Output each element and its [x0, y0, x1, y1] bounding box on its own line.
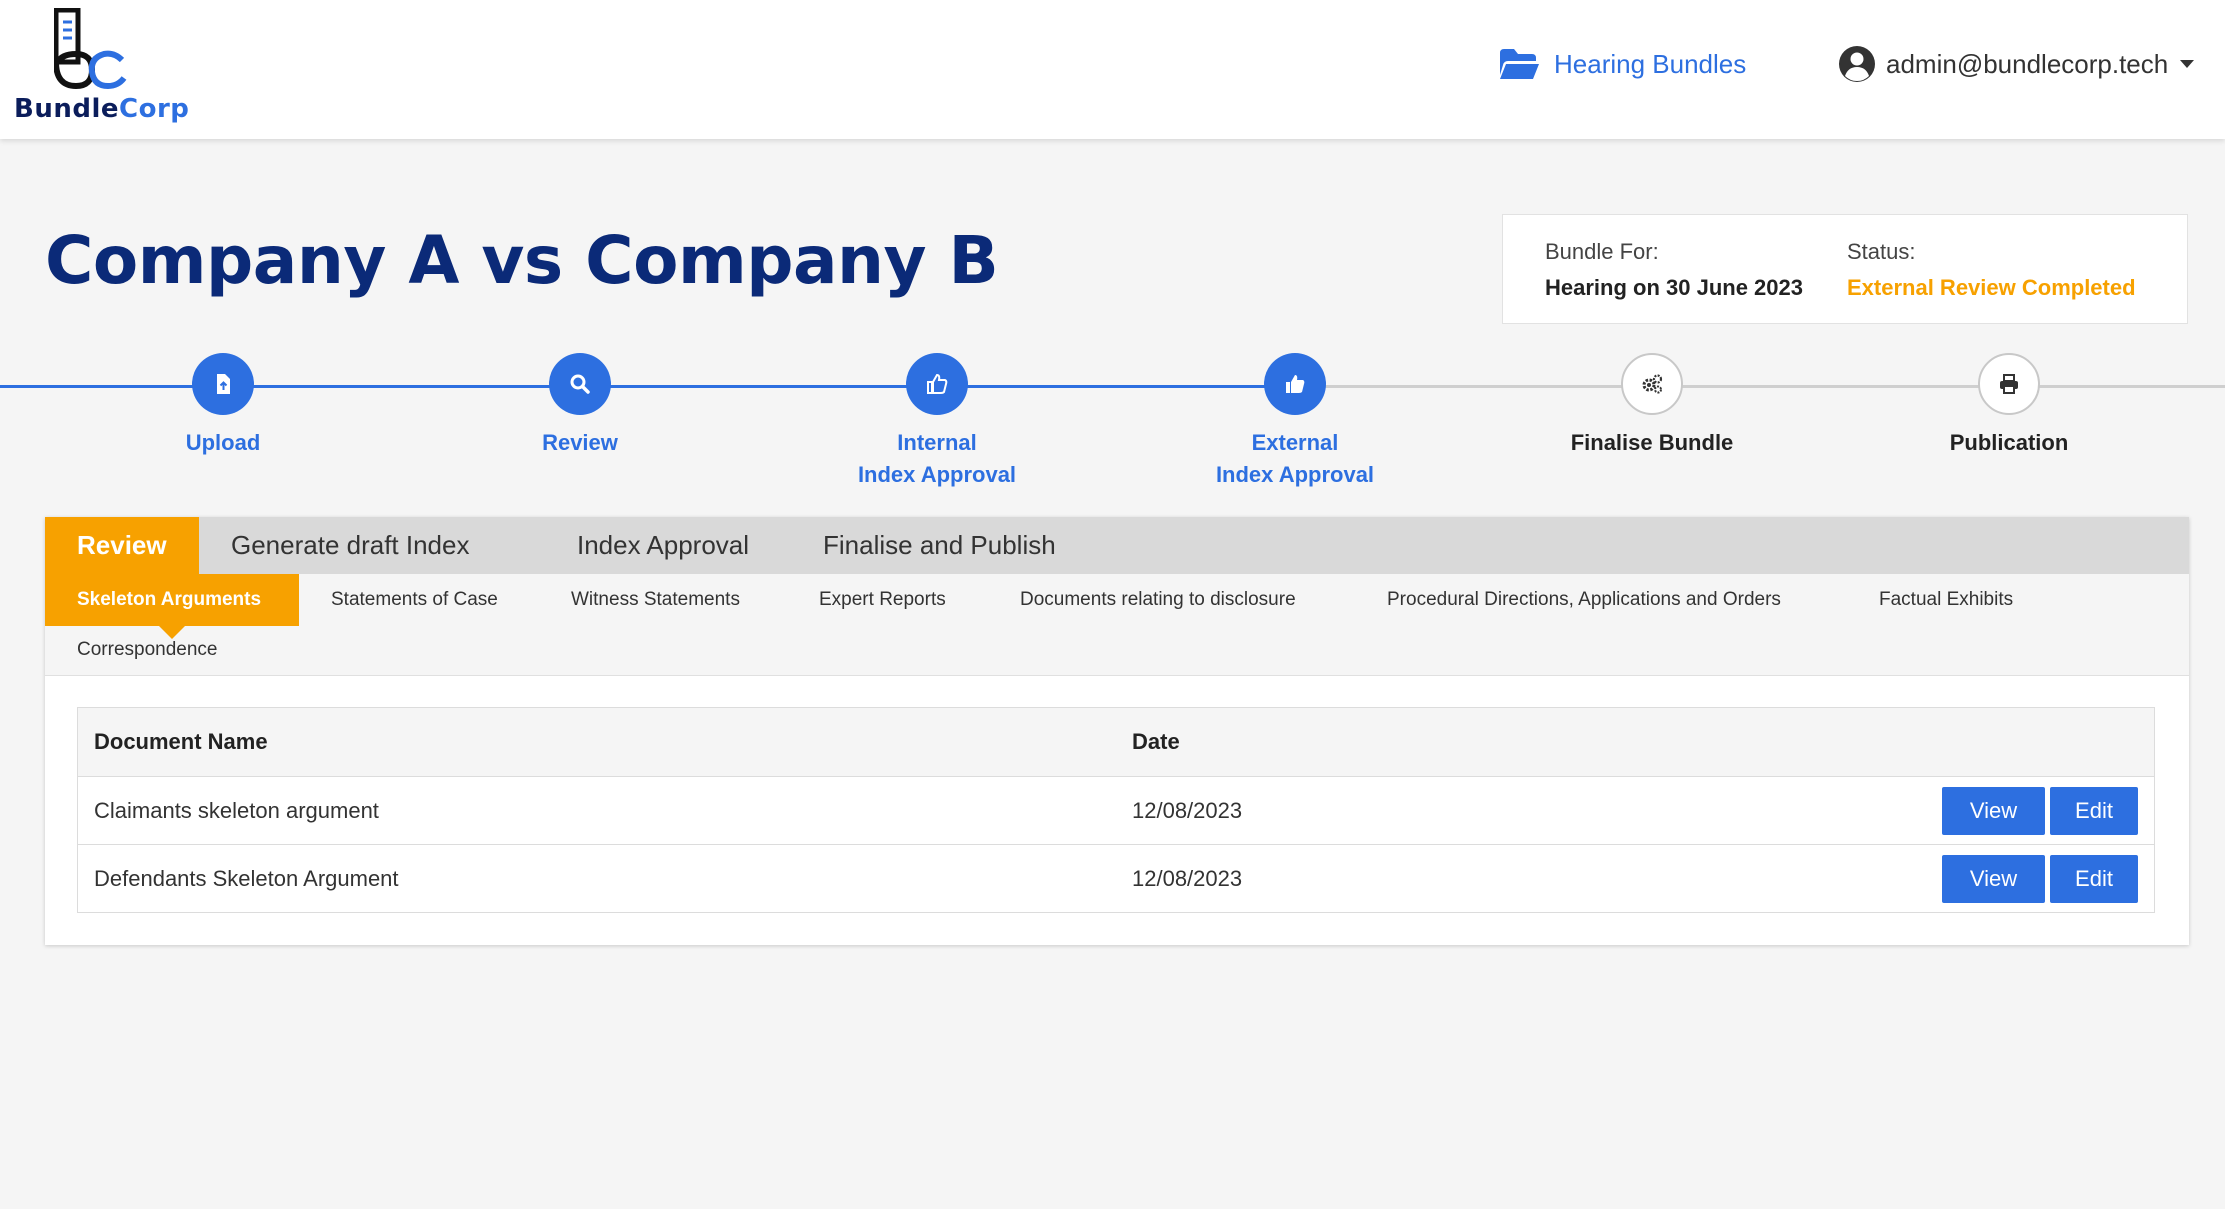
step-review-line1: Review: [542, 430, 618, 455]
view-button[interactable]: View: [1942, 855, 2045, 903]
table-row: Defendants Skeleton Argument 12/08/2023 …: [78, 844, 2154, 912]
document-date-cell: 12/08/2023: [1132, 798, 1243, 823]
logo-text-corp: Corp: [119, 94, 190, 124]
subtab-skeleton-arguments[interactable]: Skeleton Arguments: [45, 574, 299, 639]
user-circle-icon: [1839, 46, 1875, 82]
step-internal-line1: Internal: [897, 430, 977, 455]
view-button[interactable]: View: [1942, 787, 2045, 835]
document-name-cell: Claimants skeleton argument: [94, 798, 379, 823]
thumbs-up-icon: [906, 353, 968, 415]
table-header-row: Document Name Date: [78, 708, 2154, 776]
user-menu-dropdown[interactable]: admin@bundlecorp.tech: [1838, 44, 2195, 84]
edit-button[interactable]: Edit: [2050, 855, 2138, 903]
subtab-witness-statements[interactable]: Witness Statements: [571, 589, 740, 610]
step-upload[interactable]: Upload: [103, 353, 343, 459]
bundle-info-card: Bundle For: Hearing on 30 June 2023 Stat…: [1502, 214, 2188, 324]
step-review-label: Review: [460, 427, 700, 459]
table-row: Claimants skeleton argument 12/08/2023 V…: [78, 776, 2154, 844]
document-date-cell: 12/08/2023: [1132, 866, 1243, 891]
subtab-procedural-directions[interactable]: Procedural Directions, Applications and …: [1387, 589, 1781, 610]
search-icon: [549, 353, 611, 415]
step-publication-line1: Publication: [1949, 430, 2069, 455]
edit-button[interactable]: Edit: [2050, 787, 2138, 835]
page-title: Company A vs Company B: [45, 222, 999, 299]
status-value: External Review Completed: [1847, 275, 2136, 300]
document-name-cell: Defendants Skeleton Argument: [94, 866, 399, 891]
subtab-correspondence[interactable]: Correspondence: [77, 639, 218, 660]
status-label: Status:: [1847, 239, 1916, 264]
stepper-progress-line: [0, 385, 1295, 388]
step-upload-label: Upload: [103, 427, 343, 459]
step-external-label: External Index Approval: [1175, 427, 1415, 491]
logo-text: BundleCorp: [14, 94, 189, 124]
step-publication-label: Publication: [1889, 427, 2129, 459]
tab-index-approval[interactable]: Index Approval: [577, 530, 750, 560]
tab-finalise-and-publish[interactable]: Finalise and Publish: [823, 530, 1056, 560]
subtab-disclosure-documents[interactable]: Documents relating to disclosure: [1020, 589, 1296, 610]
stepper-remaining-line: [1295, 385, 2225, 388]
step-internal-index-approval[interactable]: Internal Index Approval: [817, 353, 1057, 491]
column-header-date: Date: [1132, 729, 1180, 754]
step-publication[interactable]: Publication: [1889, 353, 2129, 459]
step-external-line1: External: [1251, 430, 1339, 455]
step-finalise-label: Finalise Bundle: [1532, 427, 1772, 459]
documents-table: Document Name Date Claimants skeleton ar…: [77, 707, 2155, 913]
tab-review[interactable]: Review: [45, 517, 199, 574]
step-review[interactable]: Review: [460, 353, 700, 459]
subtab-statements-of-case[interactable]: Statements of Case: [331, 589, 498, 610]
status-column: Status: External Review Completed: [1847, 239, 2136, 301]
workflow-stepper: Upload Review Internal Index Approval Ext…: [0, 353, 2225, 493]
logo-mark-icon: [54, 8, 127, 90]
gears-icon: [1621, 353, 1683, 415]
bundlecorp-logo[interactable]: BundleCorp: [14, 8, 189, 128]
step-upload-line1: Upload: [185, 430, 261, 455]
step-external-index-approval[interactable]: External Index Approval: [1175, 353, 1415, 491]
hearing-bundles-link[interactable]: Hearing Bundles: [1498, 44, 1746, 84]
step-external-line2: Index Approval: [1215, 462, 1375, 487]
logo-text-bundle: Bundle: [14, 94, 119, 124]
bundle-for-label: Bundle For:: [1545, 239, 1659, 264]
user-email: admin@bundlecorp.tech: [1886, 48, 2169, 79]
print-icon: [1978, 353, 2040, 415]
bundle-review-panel: Review Generate draft Index Index Approv…: [45, 517, 2189, 945]
subtab-factual-exhibits[interactable]: Factual Exhibits: [1879, 589, 2014, 610]
step-internal-label: Internal Index Approval: [817, 427, 1057, 491]
top-navbar: BundleCorp Hearing Bundles admin@bundlec…: [0, 0, 2225, 139]
step-finalise-bundle[interactable]: Finalise Bundle: [1532, 353, 1772, 459]
step-internal-line2: Index Approval: [857, 462, 1017, 487]
column-header-document-name: Document Name: [94, 729, 268, 754]
bundle-for-column: Bundle For: Hearing on 30 June 2023: [1545, 239, 1803, 301]
thumbs-up-icon: [1264, 353, 1326, 415]
hearing-bundles-label: Hearing Bundles: [1554, 48, 1747, 79]
upload-file-icon: [192, 353, 254, 415]
step-finalise-line1: Finalise Bundle: [1570, 430, 1734, 455]
folder-open-icon: [1500, 49, 1539, 79]
bundle-for-value: Hearing on 30 June 2023: [1545, 275, 1803, 300]
subtab-expert-reports[interactable]: Expert Reports: [819, 589, 946, 610]
caret-down-icon: [2180, 60, 2195, 68]
main-tabs: Review Generate draft Index Index Approv…: [45, 517, 2189, 574]
document-category-tabs: Skeleton Arguments Statements of Case Wi…: [45, 574, 2189, 676]
tab-generate-draft-index[interactable]: Generate draft Index: [231, 530, 470, 560]
